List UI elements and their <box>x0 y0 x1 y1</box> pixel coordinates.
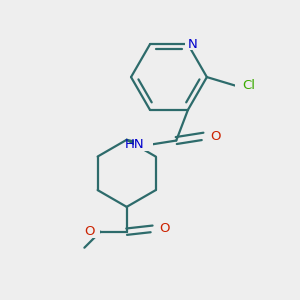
Bar <box>235 80 251 92</box>
Text: Cl: Cl <box>242 79 256 92</box>
Text: O: O <box>85 225 95 238</box>
Text: O: O <box>159 222 170 235</box>
Bar <box>89 226 100 238</box>
Text: O: O <box>210 130 221 143</box>
Text: N: N <box>188 38 197 51</box>
Bar <box>154 223 166 235</box>
Bar <box>206 130 217 142</box>
Bar <box>134 139 153 151</box>
Bar <box>185 38 200 50</box>
Text: HN: HN <box>124 138 144 152</box>
